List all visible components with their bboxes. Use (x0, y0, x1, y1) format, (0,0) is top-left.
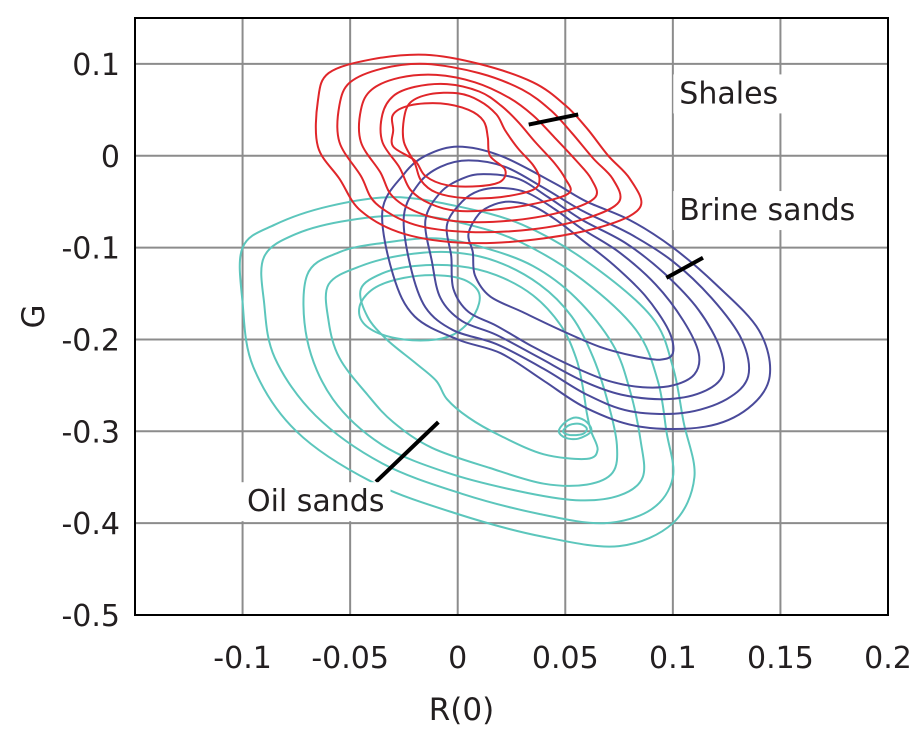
y-tick-label: -0.2 (61, 323, 120, 358)
x-tick-label: 0.15 (747, 641, 814, 676)
contour-line (302, 237, 646, 502)
x-axis-title: R(0) (429, 692, 494, 728)
x-tick-labels: -0.1 -0.05 0 0.05 0.1 0.15 0.2 (213, 641, 912, 676)
contour-line (390, 102, 507, 188)
contour-plot (238, 53, 772, 548)
contour-line (402, 159, 751, 416)
contour-line (562, 422, 588, 437)
contour-line (359, 263, 599, 461)
annotation-label-background (240, 482, 391, 522)
x-tick-label: -0.05 (311, 641, 389, 676)
contour-line (379, 82, 572, 213)
contour-line (557, 416, 593, 441)
contour-line (336, 62, 622, 234)
y-tick-label: -0.1 (61, 232, 120, 267)
series-shales (314, 53, 643, 245)
contour-line (401, 91, 541, 200)
contour-line (424, 173, 726, 401)
contour-line (467, 200, 675, 361)
annotation-label-background (673, 74, 785, 114)
contour-line (445, 186, 701, 389)
contour-line (260, 214, 675, 525)
contour-line (381, 145, 772, 430)
annotation-label: Oil sands (247, 484, 385, 519)
annotation-leader (665, 255, 704, 280)
y-tick-label: -0.5 (61, 599, 120, 634)
y-tick-label: -0.3 (61, 415, 120, 450)
x-tick-label: 0.05 (532, 641, 599, 676)
annotation-label: Brine sands (679, 193, 855, 228)
contour-line (358, 274, 481, 342)
x-tick-label: 0.1 (649, 641, 697, 676)
contour-line (314, 53, 643, 245)
x-tick-label: 0.2 (864, 641, 912, 676)
y-axis-title: G (16, 304, 52, 328)
x-tick-label: -0.1 (213, 641, 272, 676)
plot-frame (134, 17, 889, 616)
annotation-label-background (673, 191, 862, 231)
series-brine-sands (381, 145, 772, 430)
contour-line (358, 73, 598, 224)
y-tick-label: 0 (101, 140, 120, 175)
y-tick-labels: 0.1 0 -0.1 -0.2 -0.3 -0.4 -0.5 (61, 48, 120, 634)
annotations: Shales Brine sands Oil sands (240, 74, 862, 522)
annotation-leader (374, 420, 440, 484)
y-tick-label: -0.4 (61, 507, 120, 542)
annotation-leader (528, 112, 579, 127)
contour-line (324, 250, 619, 487)
x-tick-label: 0 (448, 641, 467, 676)
annotation-label: Shales (679, 76, 778, 111)
y-tick-label: 0.1 (72, 48, 120, 83)
